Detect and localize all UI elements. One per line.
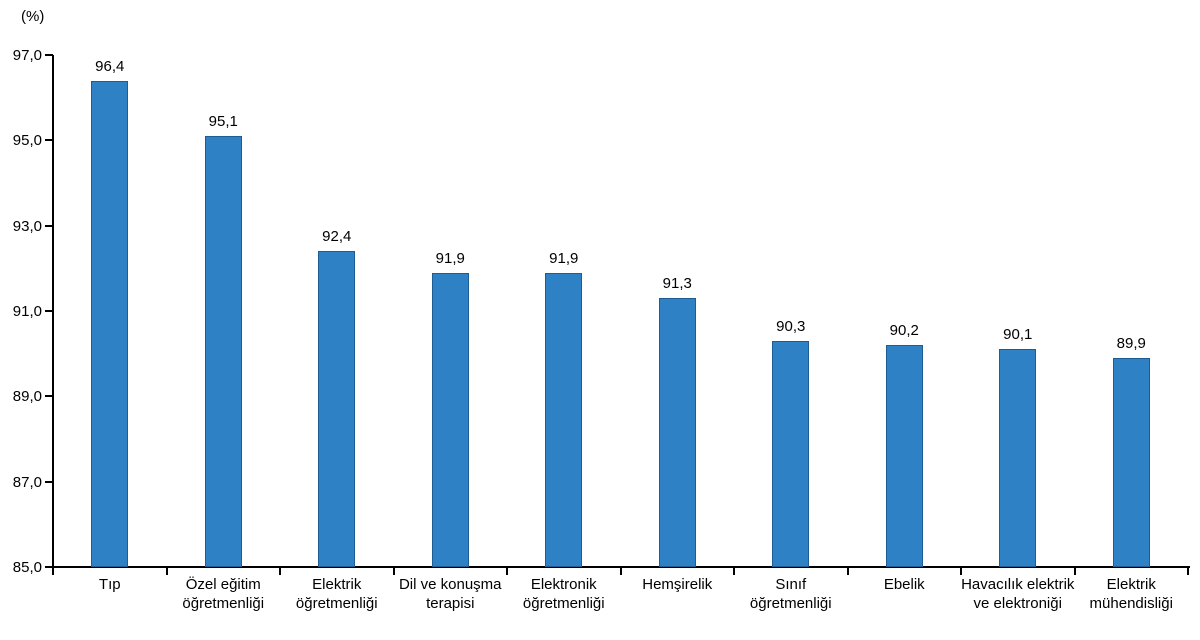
bar-value-label: 91,9 <box>549 249 579 267</box>
x-axis-tick <box>846 567 849 575</box>
bar-9 <box>999 349 1037 567</box>
bar-4 <box>431 272 469 567</box>
x-axis-category-label: Elektrik öğretmenliği <box>295 576 378 612</box>
bar-value-label: 90,2 <box>889 322 919 340</box>
x-axis-category-label: Ebelik <box>883 576 925 593</box>
x-axis-tick <box>279 567 281 575</box>
x-axis-category-label: Hemşirelik <box>642 576 713 593</box>
bar-value-label: 92,4 <box>322 228 352 246</box>
x-axis-tick <box>960 567 962 575</box>
x-axis-tick <box>1187 567 1189 575</box>
x-axis-tick <box>733 567 735 575</box>
x-axis-category-label: Dil ve konuşma terapisi <box>398 576 502 612</box>
bar-value-label: 90,3 <box>776 317 806 335</box>
y-axis-tick-label: 91,0 <box>12 303 42 320</box>
bar-value-label: 90,1 <box>1003 326 1033 344</box>
bar-1 <box>91 80 129 567</box>
x-axis-category-label: Sınıf öğretmenliği <box>749 576 832 612</box>
y-axis-tick-label: 95,0 <box>12 132 42 150</box>
y-axis-tick <box>45 566 53 568</box>
bar-7 <box>772 340 810 567</box>
bar-2 <box>204 136 242 567</box>
bar-10 <box>1112 357 1150 567</box>
bar-value-label: 91,3 <box>662 275 692 293</box>
x-axis-tick <box>165 567 168 575</box>
y-axis-unit-label: (%) <box>21 8 45 25</box>
y-axis-tick-label: 93,0 <box>12 217 42 235</box>
bar-6 <box>658 298 696 567</box>
y-axis-tick <box>45 54 53 56</box>
bar-3 <box>318 251 356 567</box>
y-axis-tick-label: 97,0 <box>12 47 42 64</box>
x-axis-category-label: Özel eğitim öğretmenliği <box>182 576 265 612</box>
y-axis-tick <box>45 224 53 227</box>
bar-value-label: 91,9 <box>435 249 465 267</box>
y-axis-tick-label: 85,0 <box>12 559 42 576</box>
bar-value-label: 95,1 <box>208 113 238 131</box>
x-axis-category-label: Havacılık elektrik ve elektroniği <box>961 576 1075 612</box>
y-axis-tick-label: 87,0 <box>12 473 42 491</box>
x-axis-category-label: Tıp <box>98 576 121 593</box>
x-axis-tick <box>1073 567 1076 575</box>
x-axis-category-label: Elektronik öğretmenliği <box>522 576 605 612</box>
x-axis-category-label: Elektrik mühendisliği <box>1089 576 1173 612</box>
bar-value-label: 96,4 <box>95 57 125 75</box>
bar-8 <box>885 345 923 567</box>
y-axis-tick <box>45 395 53 398</box>
y-axis-tick-label: 89,0 <box>12 388 42 406</box>
bar-value-label: 89,9 <box>1116 334 1146 352</box>
y-axis-tick <box>45 139 53 142</box>
y-axis-tick <box>45 310 53 312</box>
x-axis-tick <box>392 567 395 575</box>
y-axis-line <box>52 55 54 569</box>
y-axis-tick <box>45 480 53 483</box>
bar-5 <box>545 272 583 567</box>
x-axis-tick <box>619 567 622 575</box>
x-axis-tick <box>52 567 54 575</box>
x-axis-tick <box>506 567 508 575</box>
